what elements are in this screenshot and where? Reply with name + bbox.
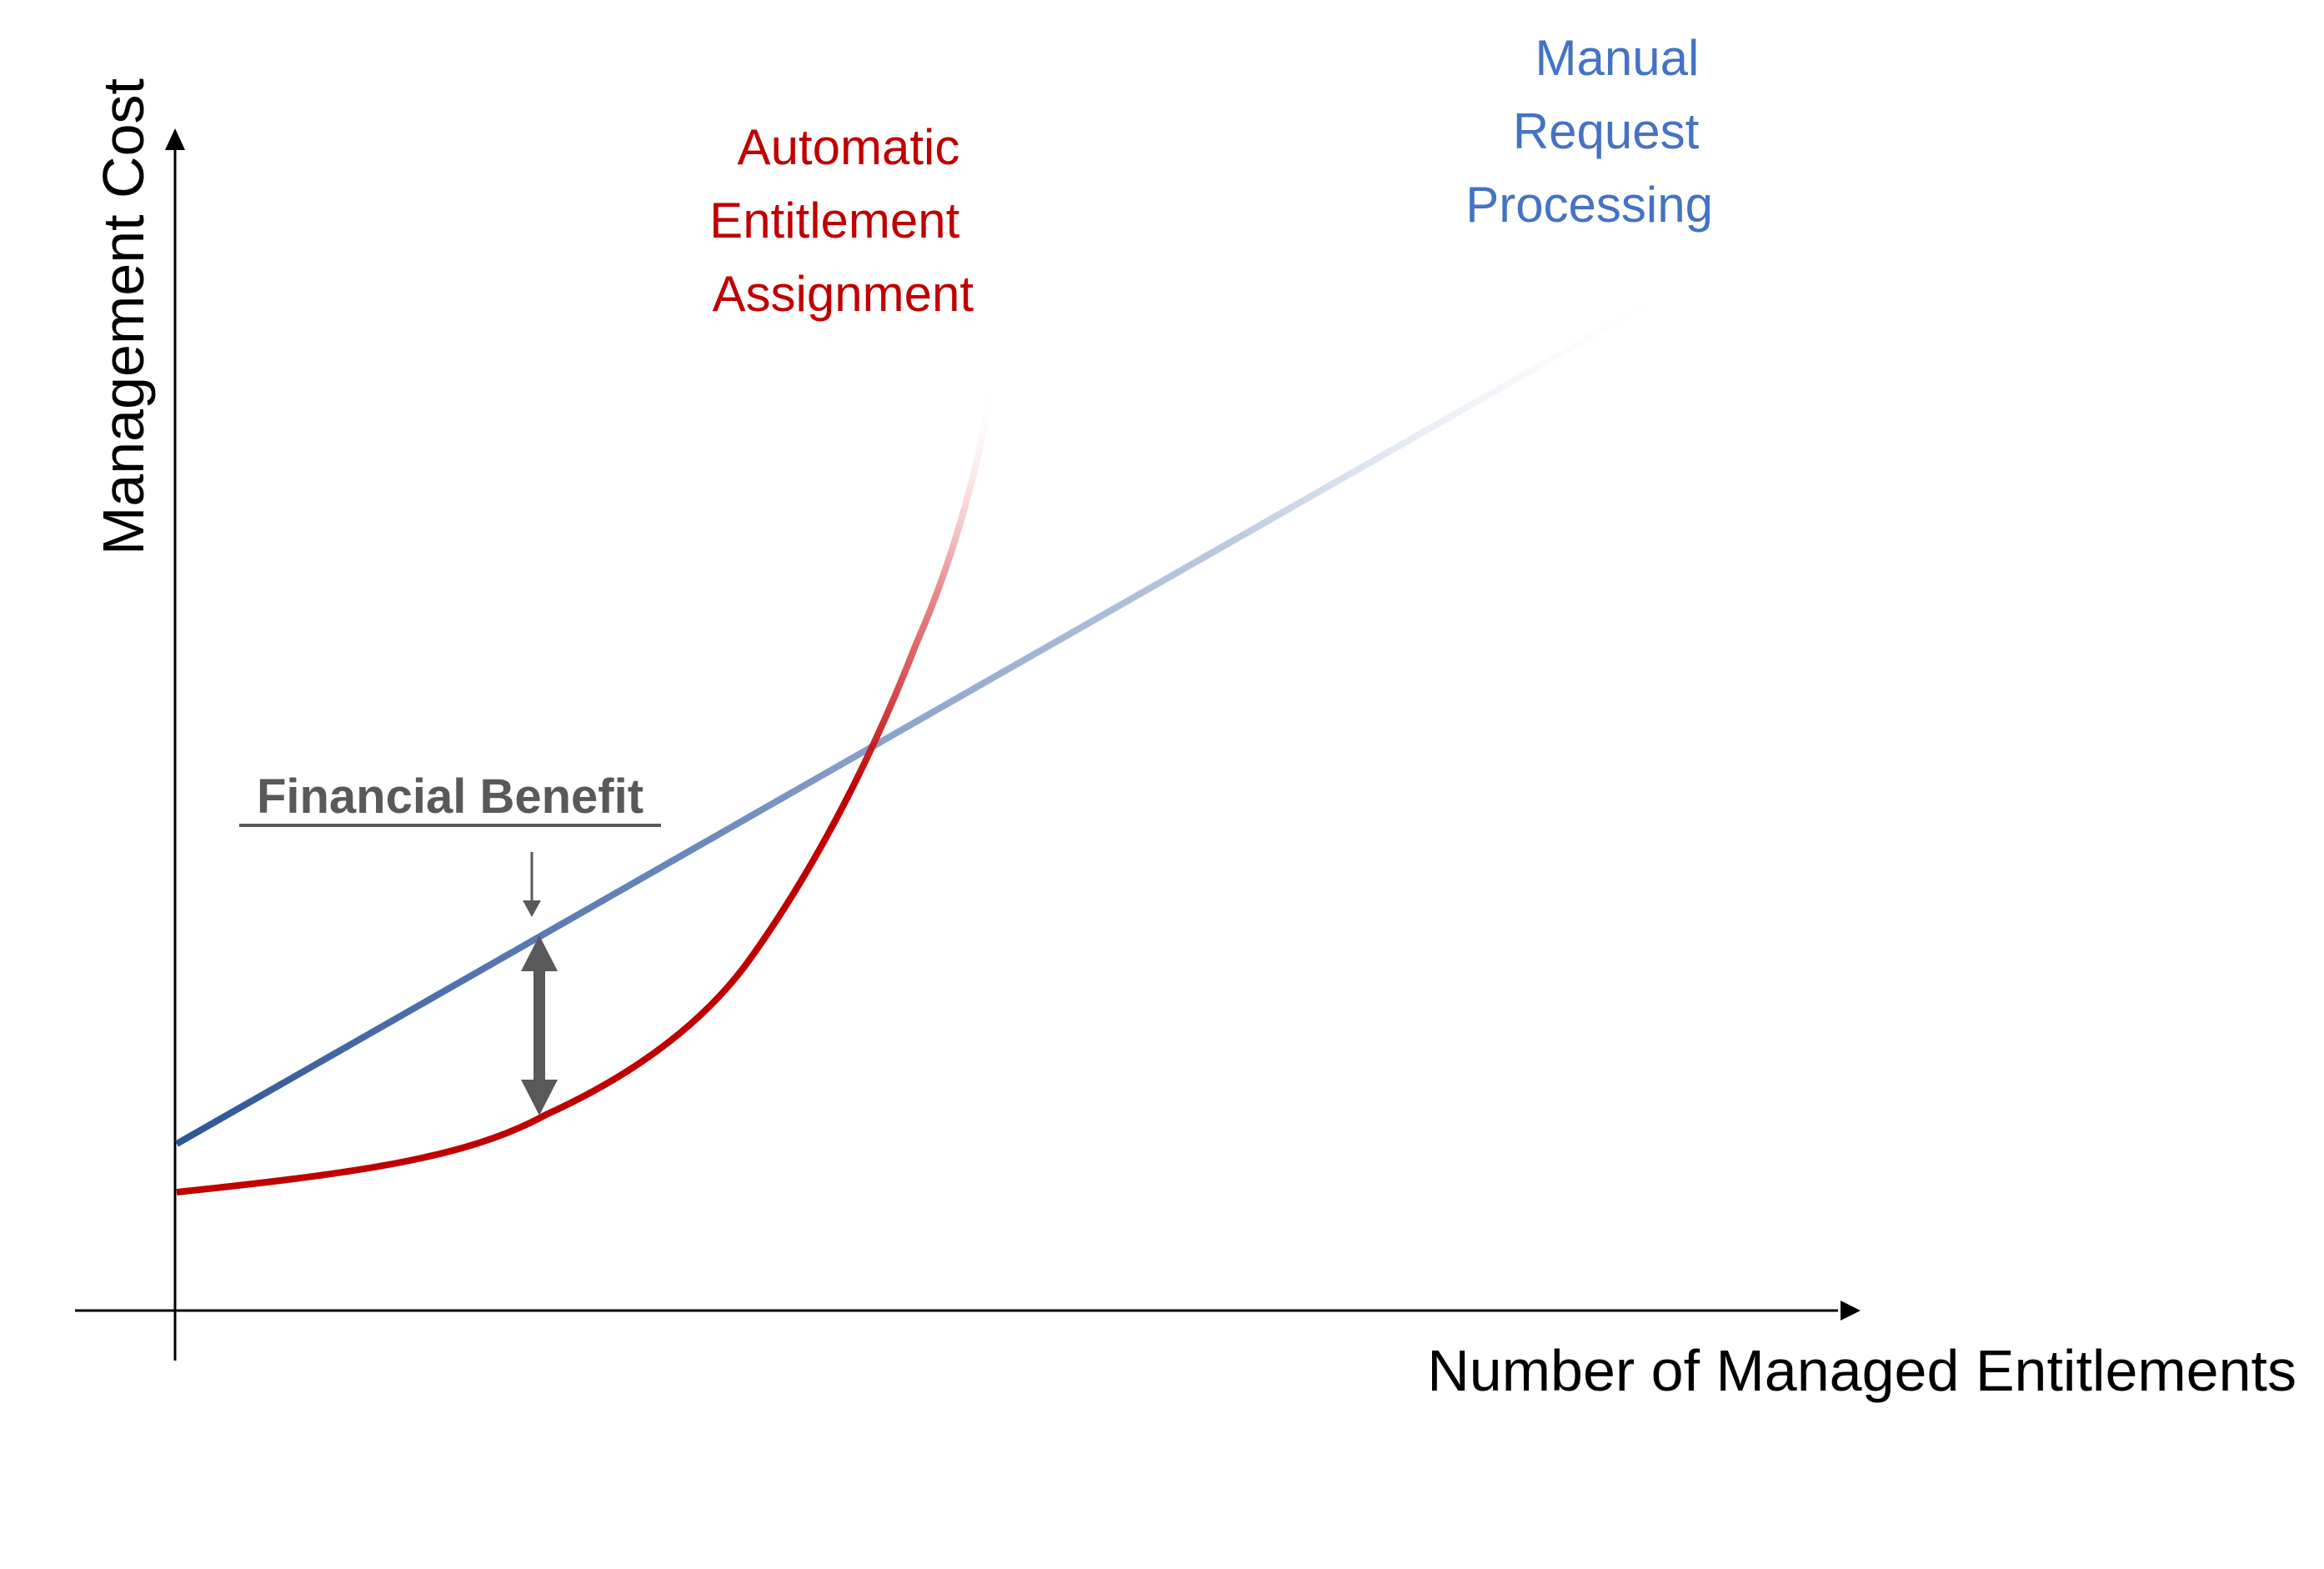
- y-axis-arrow-icon: [165, 128, 185, 150]
- y-axis-label: Management Cost: [91, 78, 156, 555]
- manual-label-line-2: Request: [1513, 103, 1700, 159]
- automatic-label-line-2: Entitlement: [709, 193, 959, 248]
- manual-label-line-3: Processing: [1465, 177, 1713, 233]
- manual-series-label: Manual Request Processing: [1465, 30, 1713, 233]
- automatic-series-label: Automatic Entitlement Assignment: [709, 119, 974, 322]
- benefit-gap-arrow-down-icon: [521, 1080, 558, 1115]
- financial-benefit-label: Financial Benefit: [257, 769, 644, 824]
- manual-label-line-1: Manual: [1535, 30, 1700, 86]
- automatic-assignment-curve: [176, 383, 995, 1196]
- benefit-pointer-arrow-icon: [523, 900, 541, 917]
- automatic-label-line-1: Automatic: [738, 119, 960, 175]
- benefit-gap-arrow-up-icon: [521, 935, 558, 971]
- x-axis-arrow-icon: [1841, 1301, 1861, 1321]
- x-axis-label: Number of Managed Entitlements: [1427, 1338, 2296, 1403]
- automatic-label-line-3: Assignment: [713, 266, 974, 322]
- manual-processing-line: [175, 278, 1690, 1147]
